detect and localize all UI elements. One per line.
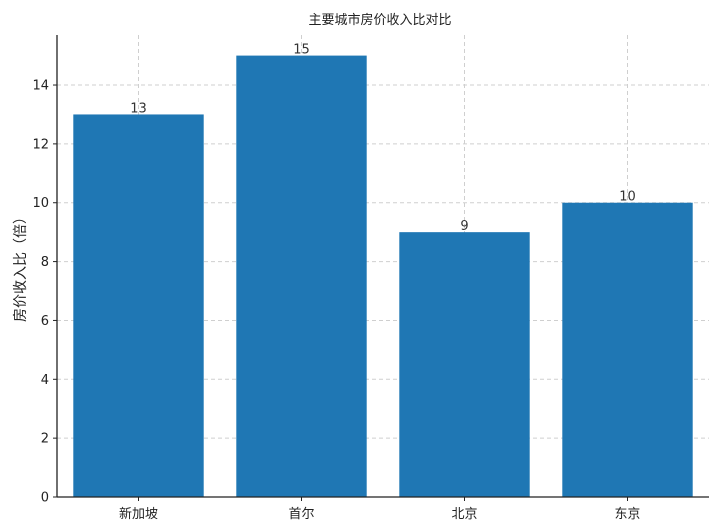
y-tick-label: 6 (41, 314, 49, 329)
bars (73, 55, 693, 497)
bar (399, 232, 530, 497)
y-tick-label: 8 (41, 255, 49, 270)
watermark-text: 白沙心语 (637, 499, 713, 522)
bar-value-labels: 13 15 9 10 (130, 43, 636, 235)
y-tick-label: 12 (32, 137, 49, 152)
chart-title: 主要城市房价收入比对比 (308, 12, 451, 28)
axes (56, 35, 709, 498)
x-tick-label: 北京 (451, 507, 477, 522)
y-tick-label: 0 (41, 491, 49, 506)
bar-value-label: 15 (293, 43, 310, 58)
y-tick-label: 2 (41, 432, 49, 447)
y-tick-label: 4 (41, 373, 49, 388)
bar-value-label: 9 (460, 219, 468, 234)
bar (562, 202, 693, 497)
y-axis-label: 房价收入比（倍） (13, 210, 29, 322)
bar (73, 114, 204, 497)
x-tick-label: 新加坡 (119, 506, 158, 522)
x-tick-label: 首尔 (288, 507, 314, 522)
y-tick-label: 10 (32, 196, 49, 211)
bar-value-label: 13 (130, 101, 147, 116)
x-axis-ticks: 新加坡 首尔 北京 东京 (119, 497, 641, 522)
y-axis-ticks: 0 2 4 6 8 10 12 14 (32, 79, 57, 506)
x-tick-label: 东京 (614, 507, 640, 522)
bar-value-label: 10 (619, 190, 636, 205)
bar (236, 55, 367, 497)
y-tick-label: 14 (32, 79, 49, 94)
